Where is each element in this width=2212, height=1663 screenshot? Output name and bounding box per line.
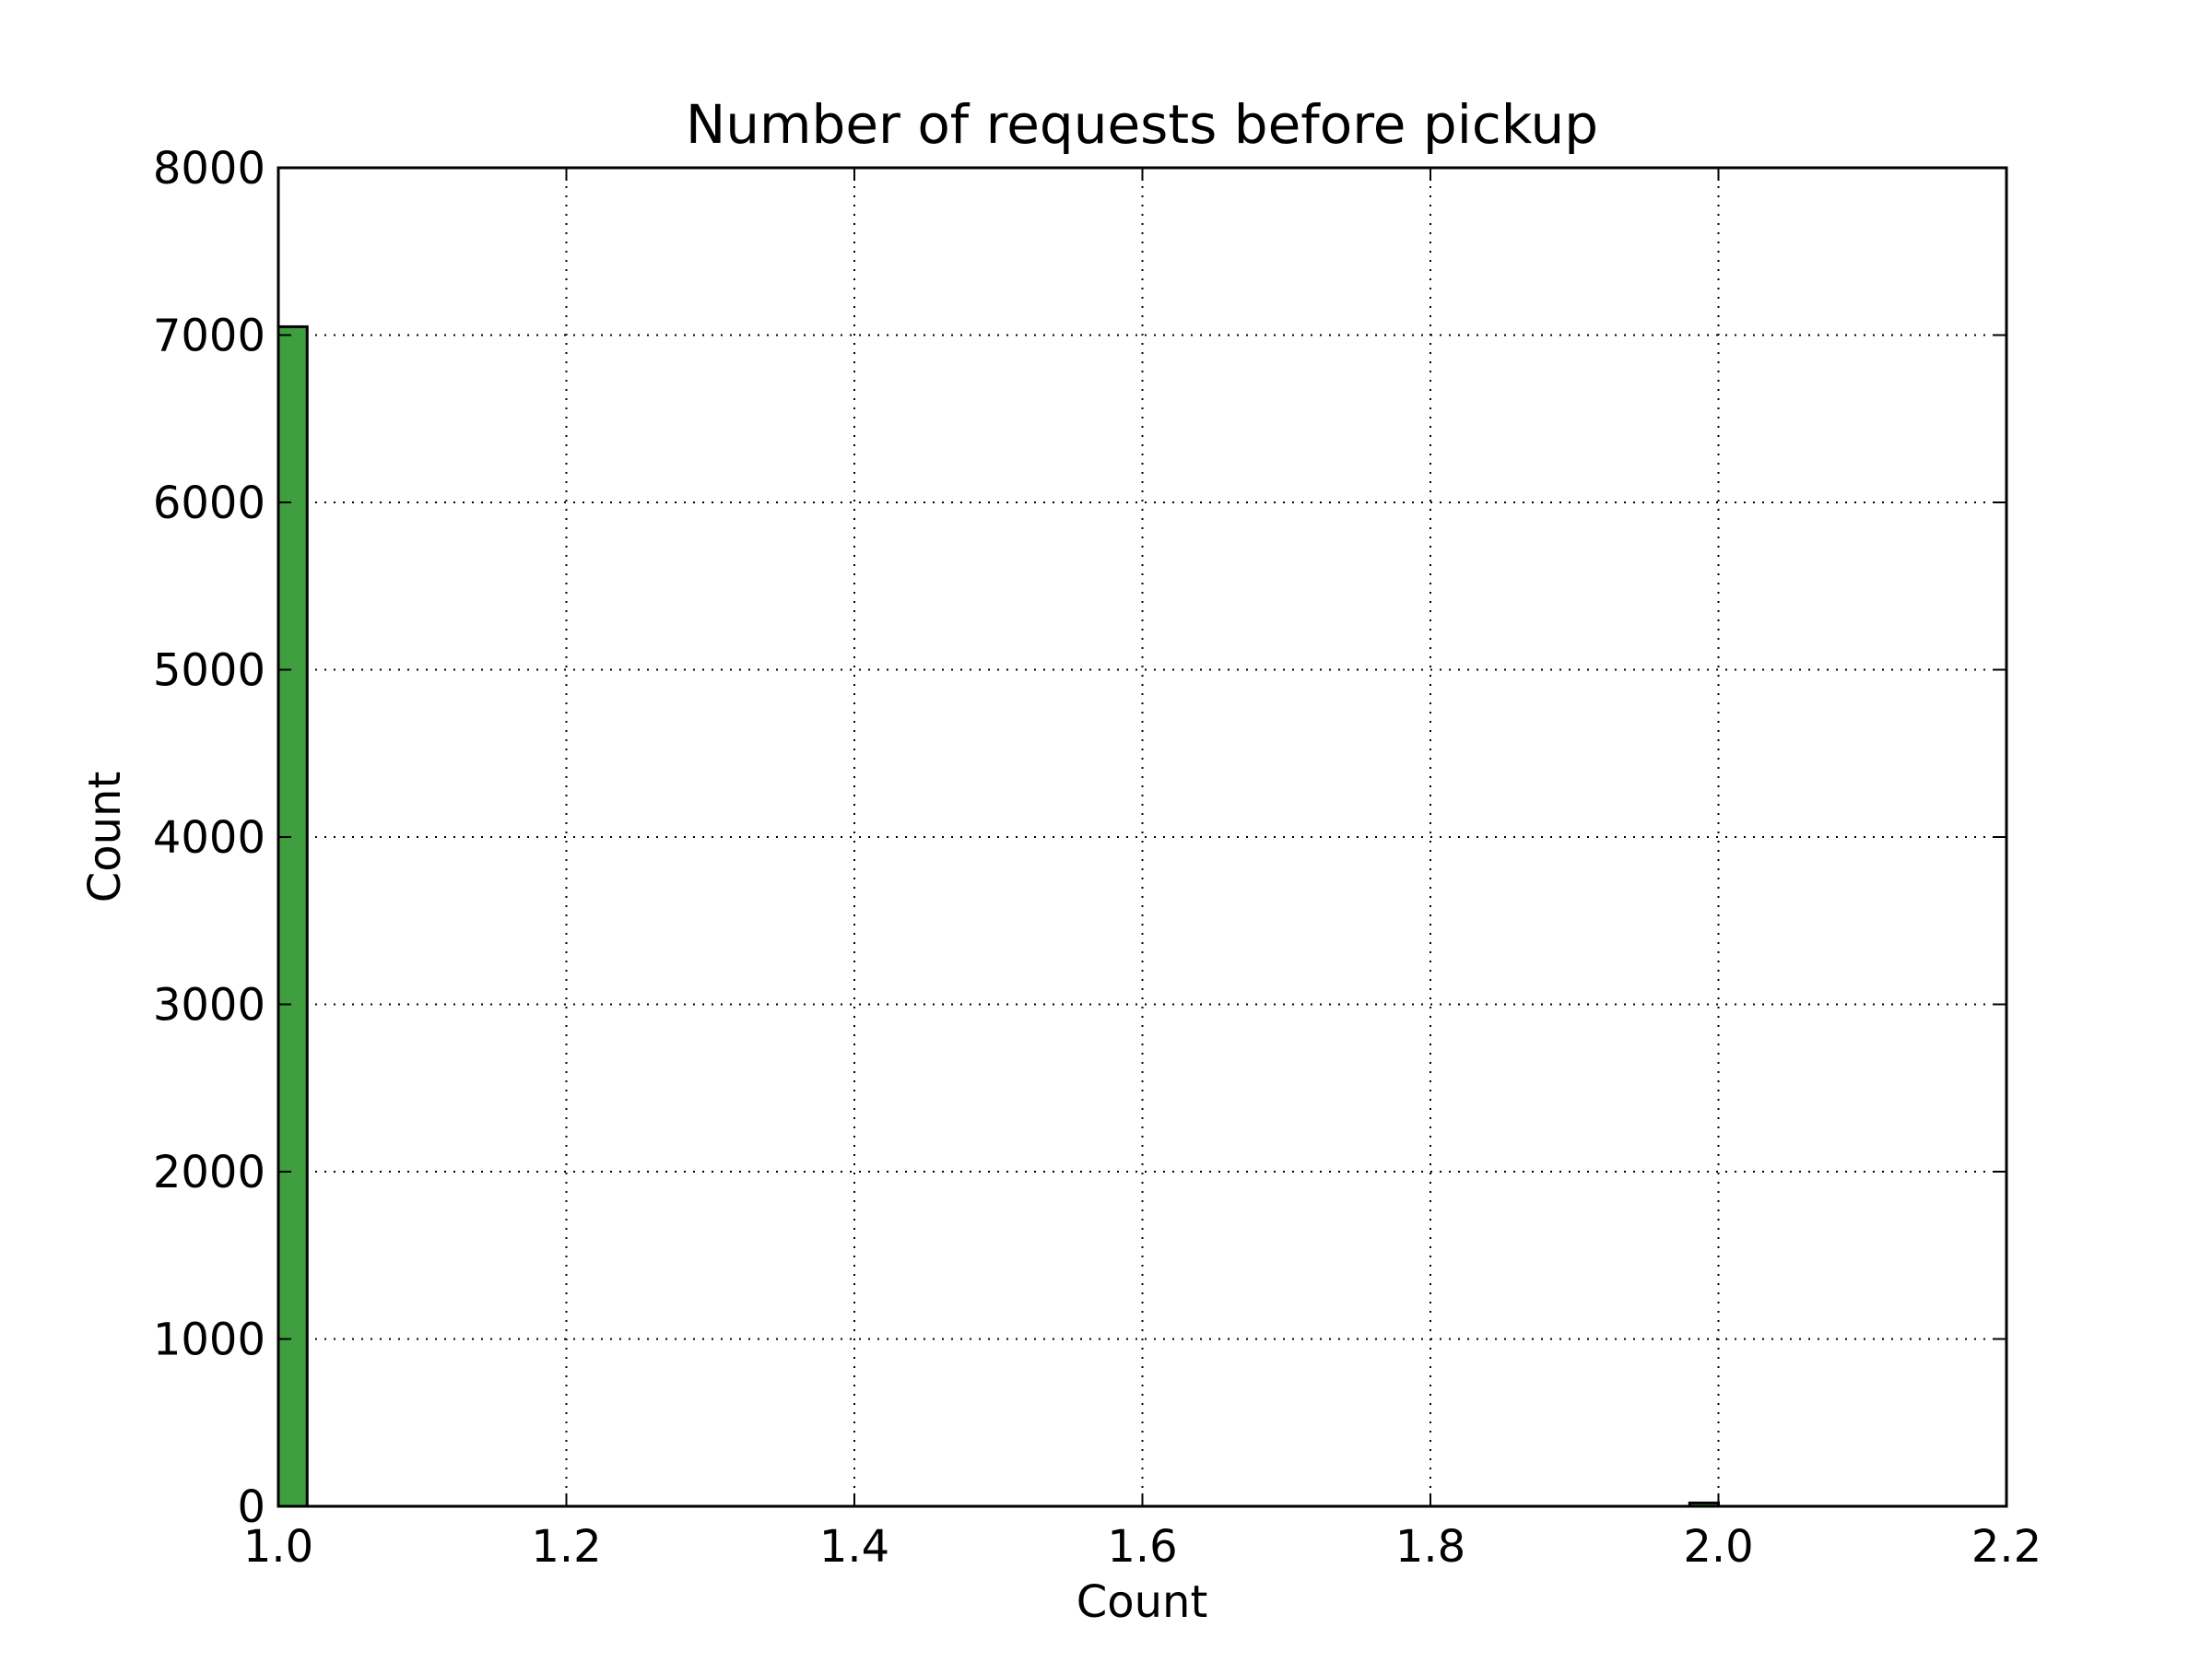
y-axis-label: Count [79,772,131,903]
x-tick-label: 1.6 [1107,1521,1177,1573]
x-tick-label: 1.2 [531,1521,601,1573]
y-tick-labels: 0 1000 2000 3000 4000 5000 6000 7000 8000 [153,143,265,1533]
y-tick-label: 4000 [153,812,265,864]
y-tick-label: 2000 [153,1147,265,1198]
x-tick-label: 1.0 [243,1521,313,1573]
x-tick-label: 1.8 [1395,1521,1465,1573]
x-tick-label: 2.0 [1683,1521,1753,1573]
tick-marks [277,167,2007,1507]
y-tick-label: 7000 [153,311,265,362]
y-tick-label: 1000 [153,1315,265,1366]
x-tick-label: 2.2 [1971,1521,2041,1573]
x-axis-label: Count [1077,1576,1208,1628]
chart-title: Number of requests before pickup [686,93,1598,156]
y-tick-label: 3000 [153,980,265,1032]
grid-lines [278,168,2006,1506]
histogram-bar [276,324,309,1508]
bars [276,324,1720,1508]
y-tick-label: 6000 [153,478,265,529]
y-tick-label: 0 [237,1481,265,1533]
y-tick-label: 8000 [153,143,265,195]
y-tick-label: 5000 [153,645,265,697]
x-tick-labels: 1.0 1.2 1.4 1.6 1.8 2.0 2.2 [243,1521,2041,1573]
x-tick-label: 1.4 [819,1521,889,1573]
